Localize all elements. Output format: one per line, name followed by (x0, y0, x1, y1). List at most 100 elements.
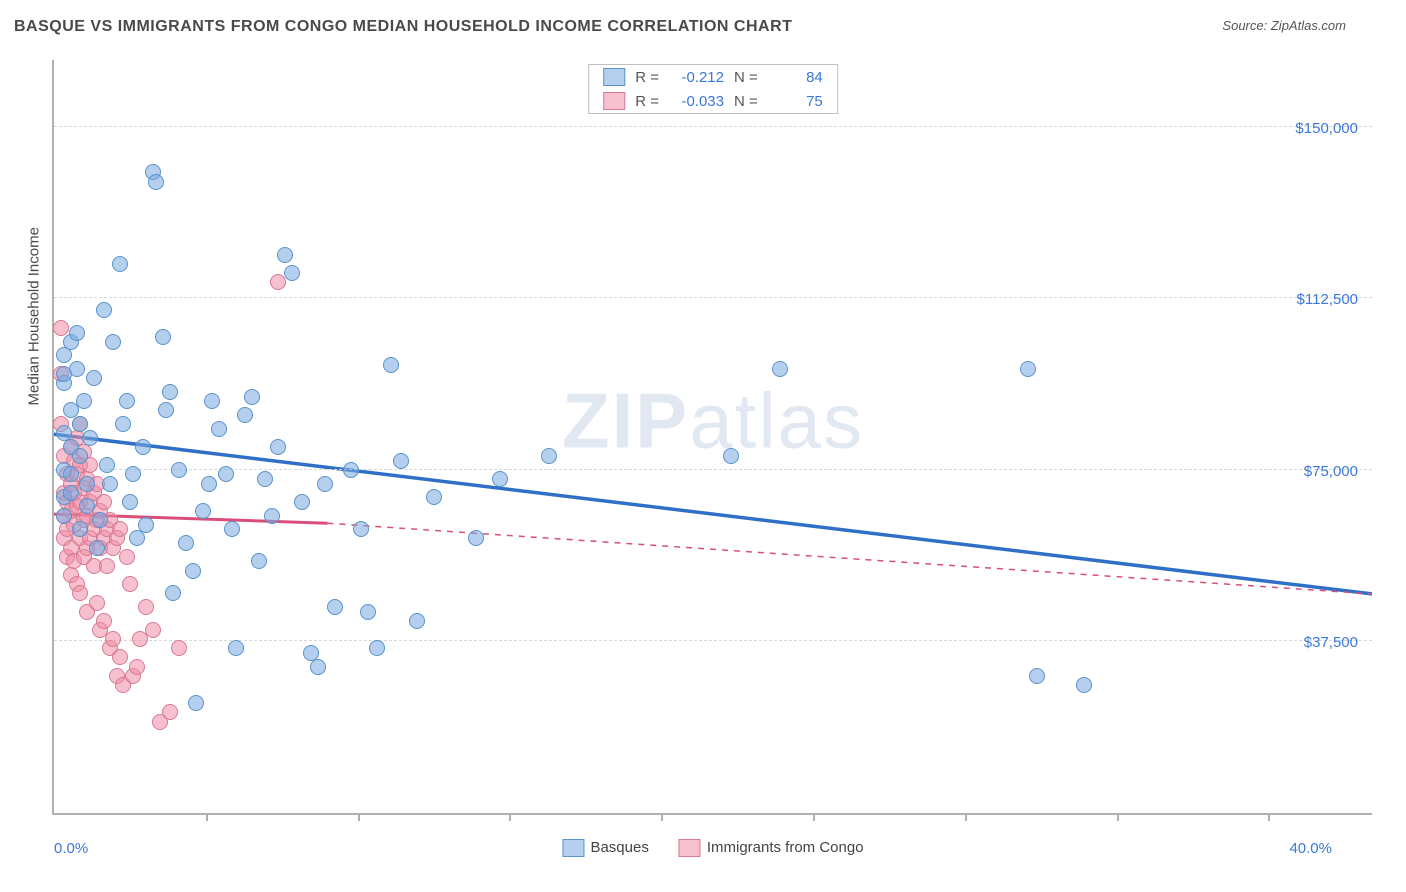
source-label: Source: (1222, 18, 1267, 33)
y-axis-label: Median Household Income (26, 227, 43, 405)
watermark: ZIPatlas (562, 376, 864, 467)
scatter-point (492, 471, 508, 487)
chart-header: BASQUE VS IMMIGRANTS FROM CONGO MEDIAN H… (0, 0, 1406, 46)
scatter-point (393, 453, 409, 469)
plot-area: Median Household Income ZIPatlas R =-0.2… (52, 60, 1372, 815)
scatter-point (162, 384, 178, 400)
scatter-point (105, 334, 121, 350)
scatter-point (89, 595, 105, 611)
scatter-point (99, 457, 115, 473)
scatter-point (201, 476, 217, 492)
scatter-point (204, 393, 220, 409)
scatter-point (218, 466, 234, 482)
scatter-point (353, 521, 369, 537)
x-tick-mark (965, 813, 967, 821)
gridline (54, 640, 1372, 641)
scatter-point (294, 494, 310, 510)
gridline (54, 297, 1372, 298)
scatter-point (409, 613, 425, 629)
n-value: 84 (768, 69, 823, 86)
x-tick-mark (1268, 813, 1270, 821)
legend-swatch (603, 68, 625, 86)
scatter-point (129, 530, 145, 546)
scatter-point (82, 430, 98, 446)
scatter-point (69, 325, 85, 341)
legend-swatch (679, 839, 701, 857)
scatter-point (270, 439, 286, 455)
scatter-point (122, 576, 138, 592)
scatter-point (105, 631, 121, 647)
x-tick-mark (358, 813, 360, 821)
scatter-point (360, 604, 376, 620)
scatter-point (89, 540, 105, 556)
source-value: ZipAtlas.com (1271, 18, 1346, 33)
x-axis-min-label: 0.0% (54, 840, 88, 857)
scatter-point (115, 416, 131, 432)
x-tick-mark (1117, 813, 1119, 821)
scatter-point (369, 640, 385, 656)
scatter-point (125, 466, 141, 482)
scatter-point (92, 512, 108, 528)
series-legend: Basques Immigrants from Congo (562, 839, 863, 857)
scatter-point (162, 704, 178, 720)
scatter-point (96, 494, 112, 510)
scatter-point (1076, 677, 1092, 693)
scatter-point (56, 347, 72, 363)
scatter-point (102, 476, 118, 492)
x-tick-mark (813, 813, 815, 821)
correlation-legend-row: R =-0.212N =84 (589, 65, 837, 89)
scatter-point (96, 613, 112, 629)
scatter-point (244, 389, 260, 405)
scatter-point (135, 439, 151, 455)
scatter-point (63, 466, 79, 482)
scatter-point (72, 585, 88, 601)
series-legend-item: Basques (562, 839, 648, 857)
scatter-point (228, 640, 244, 656)
scatter-point (426, 489, 442, 505)
scatter-point (310, 659, 326, 675)
scatter-point (155, 329, 171, 345)
series-legend-item: Immigrants from Congo (679, 839, 864, 857)
scatter-point (96, 302, 112, 318)
scatter-point (99, 558, 115, 574)
scatter-point (317, 476, 333, 492)
scatter-point (277, 247, 293, 263)
x-tick-mark (509, 813, 511, 821)
scatter-point (1020, 361, 1036, 377)
scatter-point (165, 585, 181, 601)
scatter-point (723, 448, 739, 464)
series-name: Immigrants from Congo (707, 839, 864, 856)
gridline (54, 469, 1372, 470)
scatter-point (72, 521, 88, 537)
scatter-point (237, 407, 253, 423)
scatter-point (224, 521, 240, 537)
scatter-point (76, 393, 92, 409)
scatter-point (171, 640, 187, 656)
gridline (54, 126, 1372, 127)
scatter-point (195, 503, 211, 519)
chart-title: BASQUE VS IMMIGRANTS FROM CONGO MEDIAN H… (14, 18, 792, 36)
scatter-point (772, 361, 788, 377)
scatter-point (211, 421, 227, 437)
scatter-point (178, 535, 194, 551)
scatter-point (86, 370, 102, 386)
y-tick-label: $150,000 (1295, 120, 1358, 137)
scatter-point (112, 521, 128, 537)
scatter-point (56, 508, 72, 524)
scatter-point (264, 508, 280, 524)
scatter-point (145, 622, 161, 638)
scatter-point (119, 549, 135, 565)
source-attribution: Source: ZipAtlas.com (1222, 18, 1346, 33)
scatter-point (138, 599, 154, 615)
correlation-legend: R =-0.212N =84R =-0.033N =75 (588, 64, 838, 114)
legend-swatch (603, 92, 625, 110)
y-tick-label: $37,500 (1304, 634, 1358, 651)
r-label: R = (635, 93, 659, 110)
scatter-point (148, 174, 164, 190)
scatter-point (343, 462, 359, 478)
scatter-point (383, 357, 399, 373)
r-value: -0.212 (669, 69, 724, 86)
trend-lines (54, 60, 1372, 813)
y-tick-label: $75,000 (1304, 463, 1358, 480)
scatter-point (327, 599, 343, 615)
